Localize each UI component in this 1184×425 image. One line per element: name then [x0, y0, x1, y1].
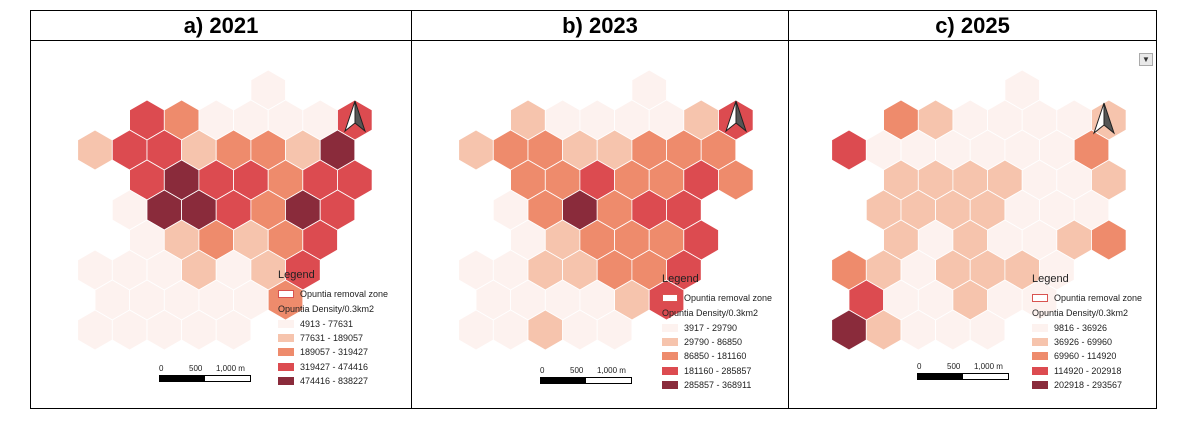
scale-bar: 0 500 1,000 m: [540, 366, 650, 384]
class-swatch: [1032, 381, 1048, 390]
map-legend: Legend Opuntia removal zone Opuntia Dens…: [662, 273, 772, 392]
zone-label: Opuntia removal zone: [684, 293, 773, 304]
scale-bar-graphic: [917, 373, 1009, 380]
density-hex-cell: [215, 309, 252, 351]
density-hex-cell: [718, 159, 754, 201]
class-label: 9816 - 36926: [1054, 322, 1108, 333]
zone-swatch: [662, 294, 678, 303]
density-hex-cell: [969, 309, 1006, 351]
panel-2025: c) 2025 ▼ Legend Opuntia removal zone Op…: [788, 11, 1156, 408]
class-swatch: [278, 362, 294, 371]
class-label: 3917 - 29790: [684, 322, 738, 333]
density-hex-cell: [1091, 219, 1127, 261]
class-swatch: [1032, 352, 1048, 361]
class-label: 29790 - 86850: [684, 336, 743, 347]
class-swatch: [1032, 366, 1048, 375]
scale-label-max: 1,000 m: [216, 364, 245, 373]
class-label: 4913 - 77631: [300, 318, 354, 329]
class-swatch: [278, 348, 294, 357]
class-label: 36926 - 69960: [1054, 336, 1113, 347]
scale-label-mid: 500: [570, 366, 584, 375]
map-legend: Legend Opuntia removal zone Opuntia Dens…: [1032, 273, 1142, 392]
class-swatch: [1032, 323, 1048, 332]
legend-title: Legend: [1032, 273, 1069, 285]
scale-label-mid: 500: [189, 364, 203, 373]
class-label: 285857 - 368911: [684, 380, 752, 391]
panel-title: c) 2025: [789, 11, 1156, 41]
north-arrow-icon: [343, 100, 367, 133]
class-label: 69960 - 114920: [1054, 351, 1117, 362]
zone-swatch: [1032, 294, 1048, 303]
density-map: [458, 69, 754, 351]
scale-bar: 0 500 1,000 m: [159, 364, 269, 382]
class-label: 77631 - 189057: [300, 332, 364, 343]
north-arrow-icon: [1092, 102, 1116, 135]
density-hex-cell: [77, 129, 113, 171]
scale-label-zero: 0: [917, 362, 922, 371]
legend-subtitle: Opuntia Density/0.3km2: [278, 304, 375, 315]
zone-swatch: [278, 290, 294, 299]
class-label: 474416 - 838227: [300, 376, 369, 387]
class-label: 319427 - 474416: [300, 361, 369, 372]
zone-label: Opuntia removal zone: [1054, 293, 1143, 304]
density-map: [831, 69, 1127, 351]
class-label: 114920 - 202918: [1054, 365, 1122, 376]
scale-bar-graphic: [159, 375, 251, 382]
scale-label-mid: 500: [947, 362, 961, 371]
figure-frame: a) 2021 Legend Opuntia removal zone Opun…: [30, 10, 1157, 409]
class-swatch: [278, 319, 294, 328]
dropdown-arrow-icon[interactable]: ▼: [1139, 53, 1153, 66]
map-legend: Legend Opuntia removal zone Opuntia Dens…: [278, 269, 388, 388]
legend-title: Legend: [278, 269, 315, 281]
class-swatch: [662, 352, 678, 361]
class-swatch: [278, 333, 294, 342]
legend-subtitle: Opuntia Density/0.3km2: [662, 308, 759, 319]
north-arrow-icon: [724, 100, 748, 133]
density-hex-cell: [831, 129, 867, 171]
zone-label: Opuntia removal zone: [300, 289, 389, 300]
panel-2021: a) 2021 Legend Opuntia removal zone Opun…: [31, 11, 411, 408]
legend-subtitle: Opuntia Density/0.3km2: [1032, 308, 1129, 319]
scale-label-max: 1,000 m: [597, 366, 626, 375]
class-swatch: [278, 377, 294, 386]
panel-title: b) 2023: [412, 11, 788, 41]
class-label: 86850 - 181160: [684, 351, 747, 362]
class-swatch: [662, 323, 678, 332]
scale-bar-graphic: [540, 377, 632, 384]
class-swatch: [662, 337, 678, 346]
class-label: 202918 - 293567: [1054, 380, 1123, 391]
density-map: [77, 69, 373, 351]
panel-2023: b) 2023 Legend Opuntia removal zone Opun…: [411, 11, 788, 408]
class-label: 189057 - 319427: [300, 347, 369, 358]
class-swatch: [662, 381, 678, 390]
scale-label-zero: 0: [159, 364, 164, 373]
legend-title: Legend: [662, 273, 699, 285]
scale-bar: 0 500 1,000 m: [917, 362, 1027, 380]
class-swatch: [662, 366, 678, 375]
class-label: 181160 - 285857: [684, 365, 752, 376]
scale-label-zero: 0: [540, 366, 545, 375]
density-hex-cell: [458, 129, 494, 171]
scale-label-max: 1,000 m: [974, 362, 1003, 371]
class-swatch: [1032, 337, 1048, 346]
density-hex-cell: [596, 309, 633, 351]
panel-title: a) 2021: [31, 11, 411, 41]
